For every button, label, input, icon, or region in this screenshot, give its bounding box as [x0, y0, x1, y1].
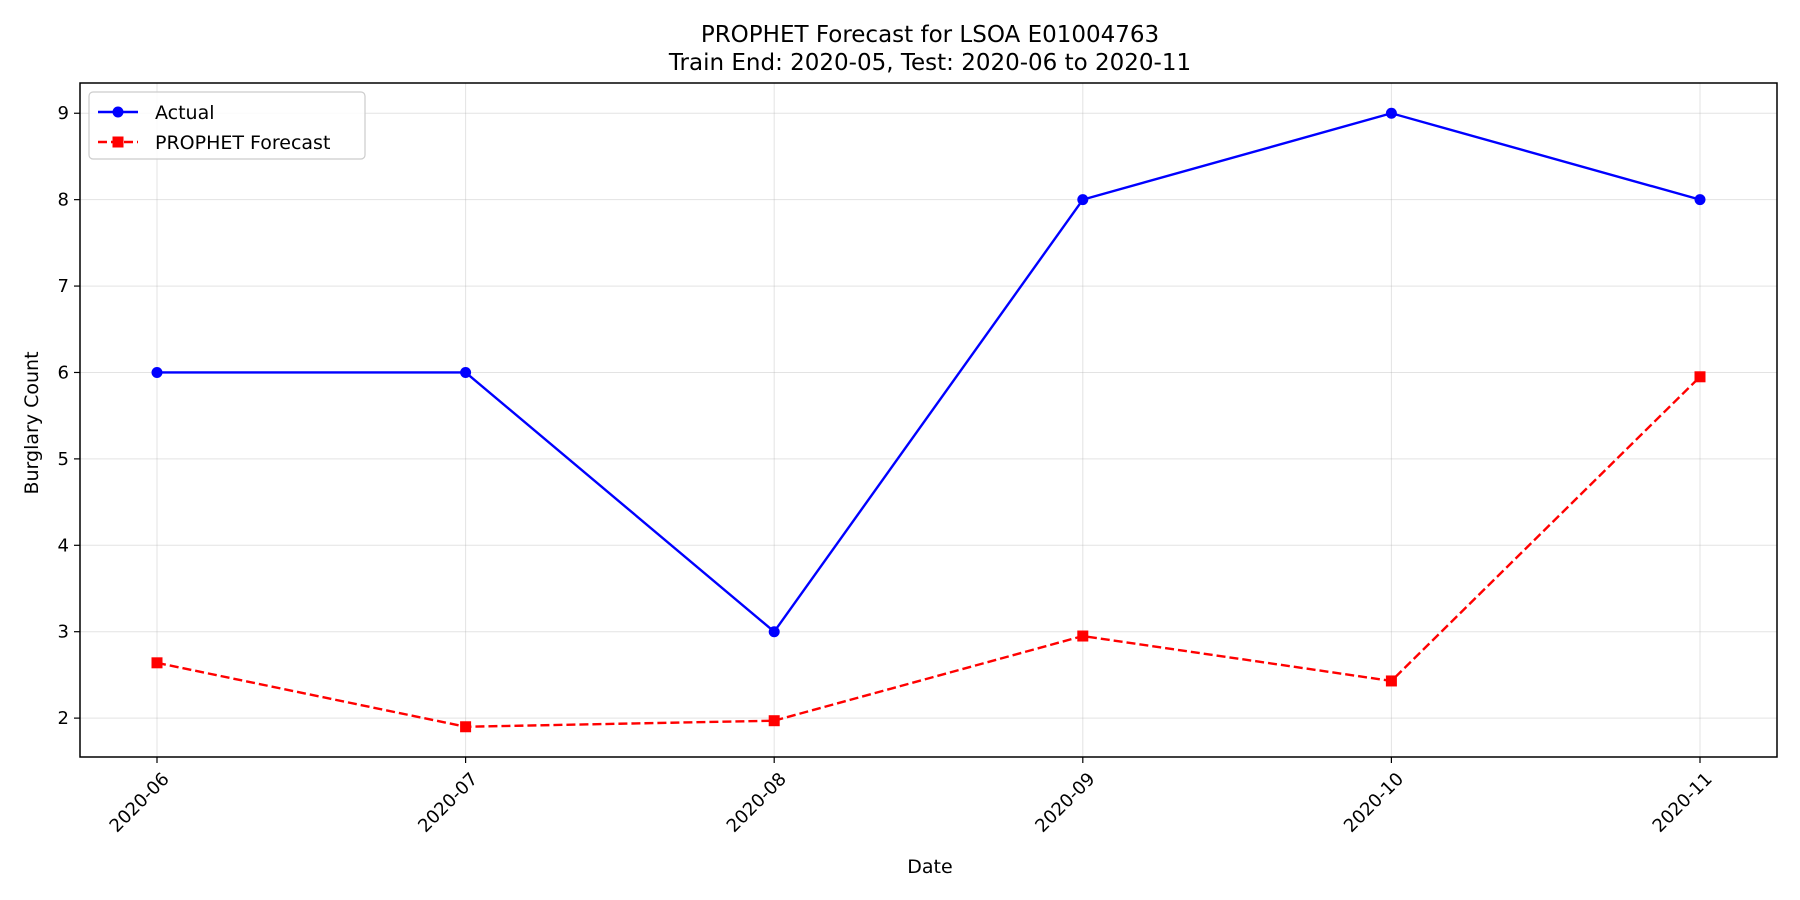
legend-entry: Actual: [98, 102, 215, 124]
data-point: [768, 626, 780, 638]
data-point: [1385, 675, 1397, 687]
series-line: [157, 112, 1701, 633]
y-axis-label: Burglary Count: [21, 351, 43, 494]
data-point: [1694, 371, 1706, 383]
data-point: [460, 721, 472, 733]
series-forecast: [151, 371, 1706, 733]
data-point: [1385, 107, 1397, 119]
legend-label: PROPHET Forecast: [155, 132, 330, 154]
y-tick-label: 2: [58, 708, 69, 729]
legend-marker: [112, 136, 124, 148]
y-axis-ticks: 2 3 4 5 6 7 8 9: [58, 103, 80, 729]
legend-marker: [112, 106, 124, 118]
legend-entry: PROPHET Forecast: [98, 132, 330, 154]
y-tick-label: 5: [58, 449, 69, 470]
x-axis-label: Date: [907, 856, 952, 878]
data-point: [151, 366, 163, 378]
y-tick-label: 4: [58, 535, 69, 556]
data-point: [151, 657, 163, 669]
chart-title-line1: PROPHET Forecast for LSOA E01004763: [701, 22, 1159, 48]
data-point: [1694, 194, 1706, 206]
legend-label: Actual: [155, 102, 215, 124]
y-tick-label: 3: [58, 622, 69, 643]
y-tick-label: 6: [58, 362, 69, 383]
legend: Actual PROPHET Forecast: [88, 91, 366, 160]
chart-title-line2: Train End: 2020-05, Test: 2020-06 to 202…: [668, 50, 1191, 76]
data-point: [1077, 194, 1089, 206]
y-tick-label: 9: [58, 103, 69, 124]
legend-box: [88, 91, 366, 160]
y-tick-label: 8: [58, 190, 69, 211]
plot-frame: [79, 82, 1778, 758]
series-actual: [151, 107, 1706, 638]
data-point: [768, 715, 780, 727]
data-point: [1077, 630, 1089, 642]
series-layer: [151, 107, 1706, 733]
y-tick-label: 7: [58, 276, 69, 297]
data-point: [460, 366, 472, 378]
series-line: [156, 375, 1701, 728]
